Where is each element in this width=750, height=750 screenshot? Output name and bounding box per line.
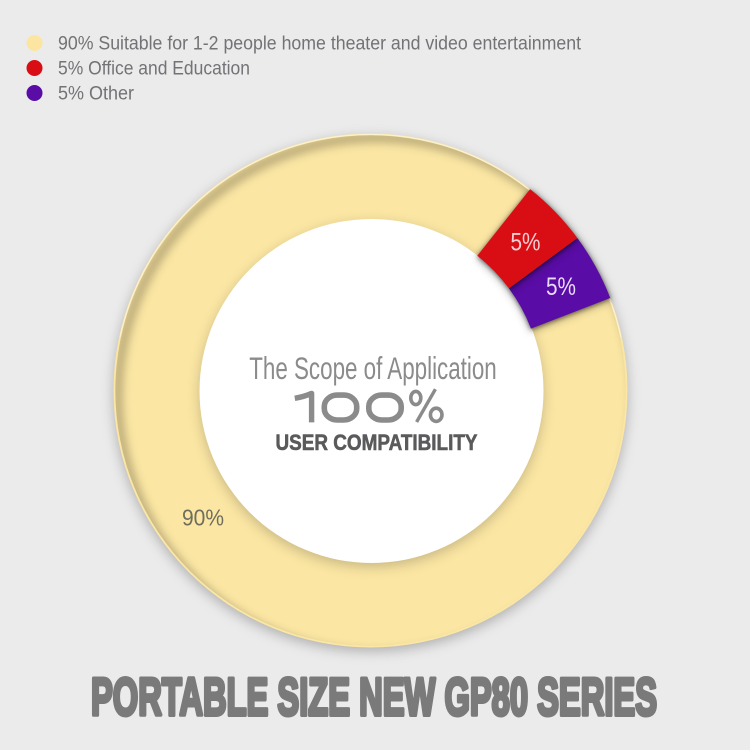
svg-text:5%: 5% [511, 229, 541, 257]
svg-text:5% Other: 5% Other [58, 84, 135, 105]
svg-text:PORTABLE SIZE NEW GP80 SERIES: PORTABLE SIZE NEW GP80 SERIES [91, 668, 657, 727]
svg-text:90% Suitable for 1-2 people ho: 90% Suitable for 1-2 people home theater… [58, 34, 582, 55]
svg-text:90%: 90% [182, 505, 224, 531]
svg-text:USER COMPATIBILITY: USER COMPATIBILITY [276, 430, 478, 455]
svg-text:The Scope of Application: The Scope of Application [249, 350, 497, 386]
svg-text:5%: 5% [546, 273, 576, 301]
svg-text:5% Office and Education: 5% Office and Education [58, 59, 250, 80]
